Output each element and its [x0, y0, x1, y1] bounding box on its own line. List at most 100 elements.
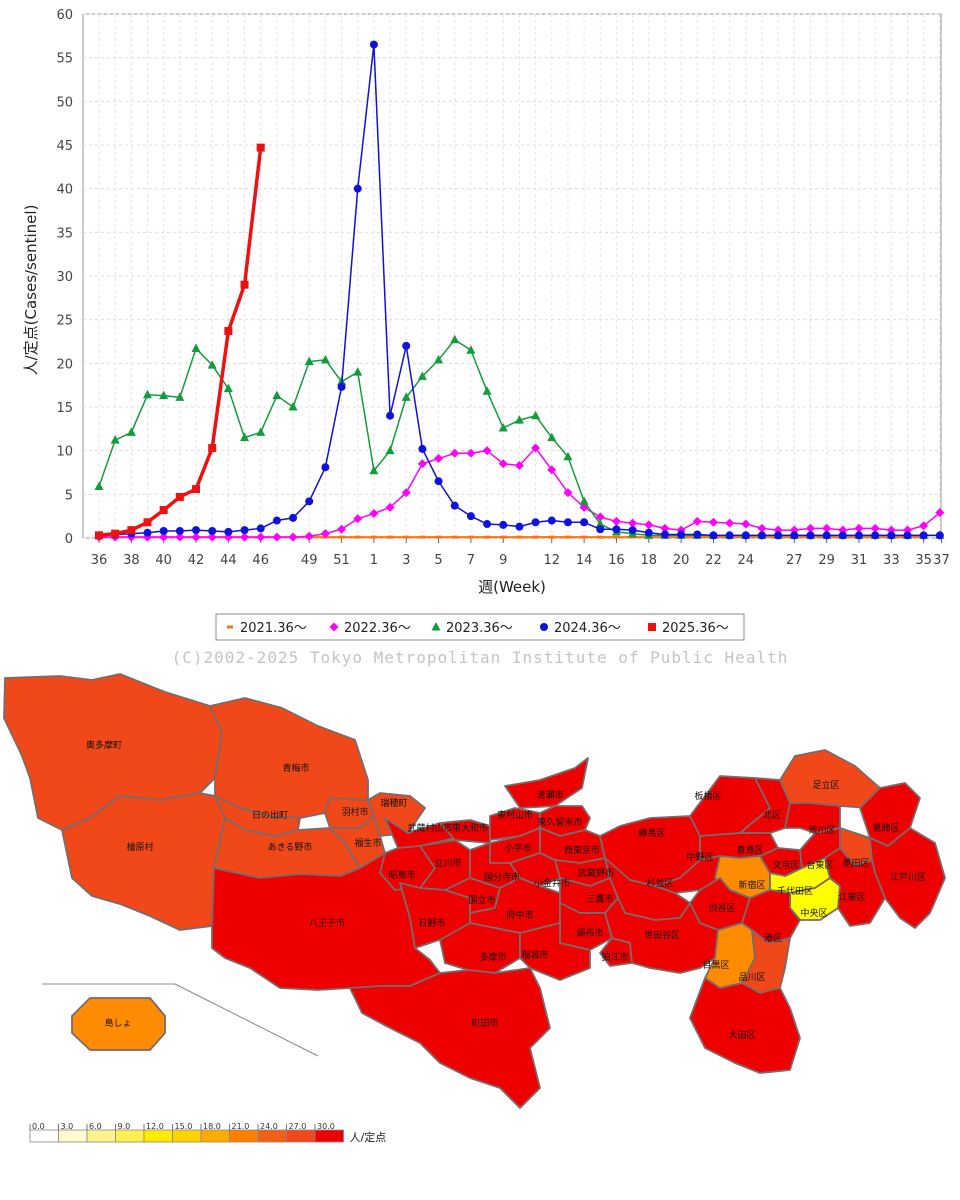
map-region-label: 調布市 — [576, 927, 603, 939]
scale-label: 3.0 — [61, 1122, 74, 1131]
map-region-label: 葛飾区 — [872, 822, 899, 834]
data-point — [338, 535, 345, 539]
data-point — [540, 623, 548, 631]
x-tick-label: 29 — [818, 553, 835, 568]
data-point — [757, 531, 766, 540]
data-point — [563, 488, 573, 498]
scale-swatch — [257, 1129, 287, 1143]
data-point — [838, 531, 847, 540]
x-tick-label: 7 — [467, 553, 475, 568]
data-point — [191, 343, 201, 352]
data-point — [435, 535, 442, 539]
legend: 2021.36～ 2022.36～ 2023.36～ 2024.36～ 2025.36～ — [215, 613, 745, 641]
map-region-label: 西東京市 — [564, 844, 600, 856]
map-region-label: 福生市 — [354, 837, 381, 849]
x-tick-label: 18 — [641, 553, 658, 568]
map-region — [689, 977, 801, 1074]
data-point — [935, 531, 944, 540]
data-point — [725, 531, 734, 540]
x-tick-label: 3 — [402, 553, 410, 568]
map-region — [211, 852, 441, 991]
scale-label: 9.0 — [118, 1122, 131, 1131]
data-point — [547, 516, 556, 525]
map-region-label: 日の出町 — [252, 809, 288, 821]
map-region — [329, 815, 386, 869]
data-point — [871, 531, 880, 540]
y-tick-label: 55 — [56, 52, 73, 67]
data-point — [419, 535, 426, 539]
data-point — [806, 531, 815, 540]
y-tick-label: 50 — [56, 95, 73, 110]
data-point — [417, 459, 427, 469]
data-point — [563, 451, 573, 461]
y-axis-title: 人/定点(Cases/sentinel) — [22, 205, 40, 376]
data-point — [790, 531, 799, 540]
scale-label: 27.0 — [289, 1122, 307, 1131]
x-tick-label: 14 — [576, 553, 593, 568]
y-tick-label: 40 — [56, 183, 73, 198]
map-region-label: 昭島市 — [388, 869, 415, 881]
y-tick-label: 5 — [65, 488, 73, 503]
scale-swatch — [86, 1129, 116, 1143]
series-layer — [94, 40, 945, 542]
map-region-label: 八王子市 — [309, 917, 345, 929]
data-point — [854, 531, 863, 540]
map-region-label: 三鷹市 — [586, 893, 613, 905]
legend-label: 2021.36～ — [240, 621, 307, 636]
data-point — [514, 415, 524, 424]
data-point — [272, 532, 282, 542]
y-tick-label: 20 — [56, 357, 73, 372]
data-point — [354, 535, 361, 539]
data-point — [774, 531, 783, 540]
data-point — [466, 345, 476, 354]
x-tick-label: 20 — [673, 553, 690, 568]
data-point — [434, 454, 444, 464]
map-region-label: 小平市 — [504, 842, 531, 854]
map-region — [604, 897, 719, 974]
data-point — [337, 524, 347, 534]
map-region — [504, 757, 589, 809]
data-point — [159, 506, 168, 515]
data-point — [192, 485, 201, 494]
data-point — [531, 518, 540, 527]
data-point — [709, 531, 718, 540]
map-region-label: 国立市 — [468, 894, 495, 906]
data-point — [498, 422, 508, 432]
data-point — [353, 184, 362, 193]
data-point — [240, 526, 249, 535]
data-point — [369, 40, 378, 49]
data-point — [757, 523, 767, 533]
y-tick-label: 35 — [56, 226, 73, 241]
data-point — [159, 532, 169, 542]
map-region-label: 目黒区 — [702, 960, 729, 971]
scale-swatch — [314, 1129, 344, 1143]
legend-label: 2025.36～ — [662, 621, 729, 636]
legend-item: 2023.36～ — [431, 621, 513, 636]
map-region-label: 墨田区 — [842, 858, 869, 869]
map-region-label: 北区 — [763, 810, 781, 821]
data-point — [467, 535, 474, 539]
data-point — [175, 492, 184, 501]
data-point — [660, 523, 670, 533]
data-point — [500, 535, 507, 539]
map-region-label: 武蔵村山市 — [407, 822, 452, 834]
data-point — [110, 435, 120, 444]
data-point — [531, 410, 541, 420]
y-axis-ticks: 0 5 10 15 20 25 30 35 40 45 50 55 60 — [56, 8, 73, 547]
data-point — [466, 448, 476, 458]
data-point — [240, 432, 250, 442]
data-point — [401, 392, 411, 401]
data-point — [450, 448, 460, 458]
data-point — [304, 531, 314, 541]
x-tick-label: 44 — [220, 553, 237, 568]
data-point — [159, 527, 168, 536]
data-point — [223, 383, 233, 393]
data-point — [329, 622, 339, 632]
data-point — [451, 535, 458, 539]
data-point — [514, 461, 524, 471]
map-region — [71, 997, 166, 1051]
data-point — [289, 513, 298, 522]
legend-label: 2022.36～ — [344, 621, 411, 636]
